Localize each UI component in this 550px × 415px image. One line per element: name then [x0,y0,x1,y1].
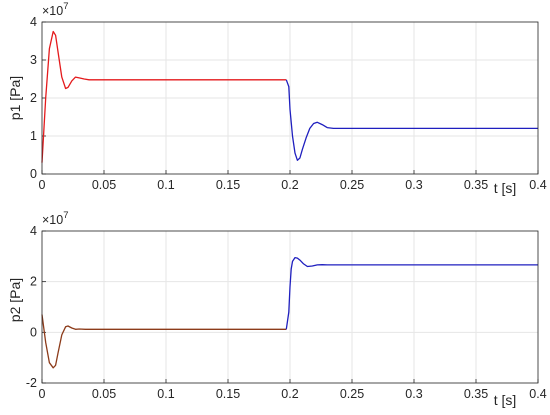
top-exponent-label: ×107 [42,1,69,18]
top-x-tick-label: 0.25 [340,178,364,192]
top-x-tick-label: 0.4 [529,178,546,192]
top-x-tick-label: 0.05 [92,178,116,192]
bottom-x-axis-label: t [s] [494,392,517,408]
bottom-x-tick-label: 0 [39,387,46,401]
top-x-tick-label: 0.35 [464,178,488,192]
top-plot-frame [41,21,539,175]
bottom-plot-frame [41,230,539,384]
top-y-tick-label: 4 [30,15,37,29]
bottom-y-tick-label: -2 [26,376,37,390]
top-exponent-base: ×10 [42,4,63,18]
bottom-x-tick-label: 0.1 [157,387,174,401]
bottom-series-line-1 [41,314,287,369]
top-x-tick-label: 0.1 [157,178,174,192]
bottom-x-tick-label: 0.3 [405,387,422,401]
bottom-x-tick-label: 0.35 [464,387,488,401]
top-x-tick-label: 0.3 [405,178,422,192]
bottom-x-tick-label: 0.2 [281,387,298,401]
top-series-line-1 [41,30,287,163]
top-chart-panel: p1 [Pa] t [s] ×107 0 0.05 0.1 0.15 0.2 0.25 0.… [7,1,547,196]
bottom-series-line-2 [285,256,538,330]
top-x-tick-label: 0.2 [281,178,298,192]
top-x-tick-label: 0.15 [216,178,240,192]
top-x-tick-label: 0 [39,178,46,192]
bottom-x-tick-label: 0.15 [216,387,240,401]
top-series-line-2 [285,79,538,161]
bottom-x-tick-label: 0.25 [340,387,364,401]
bottom-x-tick-label: 0.4 [529,387,546,401]
top-y-tick-label: 3 [30,53,37,67]
bottom-chart-panel: p2 [Pa] t [s] ×107 0 0.05 0.1 0.15 0.2 0.25 0.… [7,210,547,408]
bottom-y-axis-label: p2 [Pa] [7,278,23,322]
top-y-tick-label: 0 [30,167,37,181]
top-x-axis-label: t [s] [494,180,517,196]
bottom-x-tick-label: 0.05 [92,387,116,401]
top-y-tick-label: 2 [30,91,37,105]
bottom-y-tick-label: 2 [30,275,37,289]
bottom-exponent-base: ×10 [42,213,63,227]
bottom-y-tick-label: 0 [30,325,37,339]
top-exponent-power: 7 [63,1,68,12]
bottom-grid [41,230,539,384]
top-y-tick-label: 1 [30,129,37,143]
bottom-exponent-label: ×107 [42,210,69,227]
bottom-exponent-power: 7 [63,210,68,221]
bottom-y-tick-label: 4 [30,224,37,238]
top-y-axis-label: p1 [Pa] [7,76,23,120]
